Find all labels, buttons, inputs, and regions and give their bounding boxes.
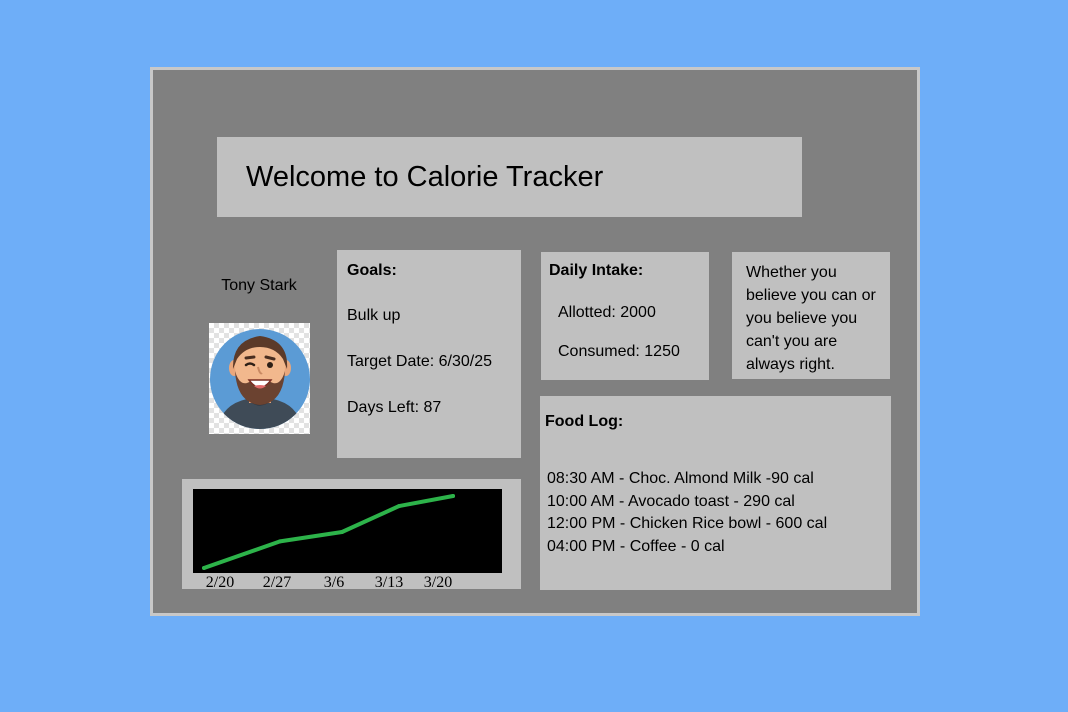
header-banner: Welcome to Calorie Tracker	[217, 137, 802, 217]
x-tick-label: 2/20	[206, 574, 234, 589]
x-tick-label: 3/13	[375, 574, 403, 589]
x-tick-label: 3/20	[424, 574, 452, 589]
allotted-calories: Allotted: 2000	[558, 304, 656, 321]
app-frame: Welcome to Calorie Tracker Tony Stark	[150, 67, 920, 616]
page-title: Welcome to Calorie Tracker	[246, 161, 604, 193]
data-point-3	[397, 504, 401, 509]
winking-man-avatar-icon[interactable]	[209, 323, 310, 434]
food-log-entry: 10:00 AM - Avocado toast - 290 cal	[547, 492, 795, 510]
x-tick-label: 3/6	[324, 574, 344, 589]
data-point-0	[202, 566, 206, 570]
consumed-calories: Consumed: 1250	[558, 343, 680, 360]
data-point-2	[340, 530, 344, 534]
target-date: Target Date: 6/30/25	[347, 353, 492, 370]
user-name: Tony Stark	[221, 277, 297, 294]
avatar-graphic	[210, 329, 310, 429]
food-log-entry: 12:00 PM - Chicken Rice bowl - 600 cal	[547, 515, 828, 532]
food-log-list: 08:30 AM - Choc. Almond Milk -90 cal 10:0…	[547, 468, 827, 558]
goal-text: Bulk up	[347, 307, 401, 324]
progress-chart-panel: 2/20 2/27 3/6 3/13 3/20	[182, 479, 521, 589]
intake-heading: Daily Intake:	[549, 262, 644, 279]
goals-panel: Goals: Bulk up Target Date: 6/30/25 Days…	[337, 250, 521, 458]
food-log-entry: 08:30 AM - Choc. Almond Milk -90 cal	[547, 470, 814, 487]
food-log-heading: Food Log:	[545, 413, 624, 430]
motivational-quote: Whether you believe you can or you belie…	[746, 264, 876, 373]
progress-line-chart: 2/20 2/27 3/6 3/13 3/20	[193, 489, 502, 589]
daily-intake-panel: Daily Intake: Allotted: 2000 Consumed: 1…	[541, 252, 709, 380]
data-point-1	[278, 539, 282, 544]
data-point-4	[451, 494, 455, 498]
quote-panel: Whether you believe you can or you belie…	[732, 252, 890, 379]
days-left: Days Left: 87	[347, 399, 442, 416]
food-log-panel: Food Log: 08:30 AM - Choc. Almond Milk -…	[540, 396, 891, 590]
goals-heading: Goals:	[347, 262, 397, 279]
food-log-entry: 04:00 PM - Coffee - 0 cal	[547, 537, 725, 555]
x-tick-label: 2/27	[263, 574, 291, 589]
